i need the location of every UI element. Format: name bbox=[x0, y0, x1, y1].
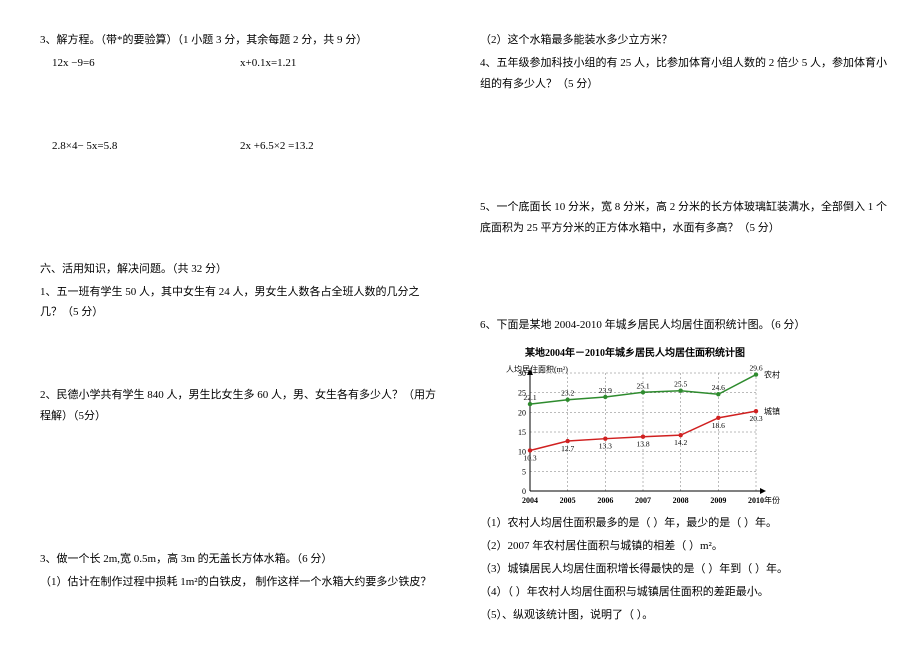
svg-text:15: 15 bbox=[518, 428, 526, 437]
q3-sub1: （1）估计在制作过程中损耗 1m²的白铁皮， 制作这样一个水箱大约要多少铁皮？ bbox=[40, 572, 440, 593]
svg-text:23.2: 23.2 bbox=[561, 389, 574, 398]
eq-2a: 2.8×4− 5x=5.8 bbox=[40, 136, 240, 157]
equation-row-2: 2.8×4− 5x=5.8 2x +6.5×2 =13.2 bbox=[40, 136, 440, 159]
line-chart: 0510152025302004200520062007200820092010… bbox=[500, 363, 790, 513]
svg-text:城镇: 城镇 bbox=[764, 406, 780, 416]
eq-1a: 12x −9=6 bbox=[40, 53, 240, 74]
q1: 1、五一班有学生 50 人，其中女生有 24 人，男女生人数各占全班人数的几分之… bbox=[40, 282, 440, 324]
svg-text:2005: 2005 bbox=[560, 496, 576, 505]
section-6-heading: 六、活用知识，解决问题。（共 32 分） bbox=[40, 259, 440, 280]
svg-text:23.9: 23.9 bbox=[599, 386, 612, 395]
q6-1: （1）农村人均居住面积最多的是（ ）年，最少的是（ ）年。 bbox=[480, 513, 890, 534]
svg-text:2009: 2009 bbox=[710, 496, 726, 505]
svg-text:2008: 2008 bbox=[673, 496, 689, 505]
eq-2b: 2x +6.5×2 =13.2 bbox=[240, 136, 314, 157]
right-column: （2）这个水箱最多能装水多少立方米？ 4、五年级参加科技小组的有 25 人，比参… bbox=[470, 30, 900, 631]
svg-text:13.3: 13.3 bbox=[599, 442, 612, 451]
svg-text:2010: 2010 bbox=[748, 496, 764, 505]
svg-text:13.8: 13.8 bbox=[636, 440, 649, 449]
svg-text:10.3: 10.3 bbox=[523, 454, 536, 463]
svg-text:2004: 2004 bbox=[522, 496, 538, 505]
q5: 5、一个底面长 10 分米，宽 8 分米，高 2 分米的长方体玻璃缸装满水，全部… bbox=[480, 197, 890, 239]
left-column: 3、解方程。（带*的要验算）（1 小题 3 分，其余每题 2 分，共 9 分） … bbox=[40, 30, 470, 631]
eq-1b: x+0.1x=1.21 bbox=[240, 53, 296, 74]
chart-title: 某地2004年－2010年城乡居民人均居住面积统计图 bbox=[500, 344, 770, 359]
svg-text:12.7: 12.7 bbox=[561, 444, 574, 453]
q6-2: （2）2007 年农村居住面积与城镇的相差（ ）m²。 bbox=[480, 536, 890, 557]
svg-text:25.1: 25.1 bbox=[636, 382, 649, 391]
equation-row-1: 12x −9=6 x+0.1x=1.21 bbox=[40, 53, 440, 76]
svg-text:22.1: 22.1 bbox=[523, 393, 536, 402]
q4: 4、五年级参加科技小组的有 25 人，比参加体育小组人数的 2 倍少 5 人，参… bbox=[480, 53, 890, 95]
svg-text:0: 0 bbox=[522, 487, 526, 496]
q6-3: （3）城镇居民人均居住面积增长得最快的是（ ）年到（ ）年。 bbox=[480, 559, 890, 580]
svg-text:24.6: 24.6 bbox=[712, 384, 725, 393]
chart-container: 某地2004年－2010年城乡居民人均居住面积统计图 0510152025302… bbox=[480, 338, 890, 513]
svg-text:20.3: 20.3 bbox=[749, 414, 762, 423]
svg-text:5: 5 bbox=[522, 468, 526, 477]
q3-sub2: （2）这个水箱最多能装水多少立方米？ bbox=[480, 30, 890, 51]
svg-text:14.2: 14.2 bbox=[674, 438, 687, 447]
svg-text:25.5: 25.5 bbox=[674, 380, 687, 389]
q6-4: （4）（ ）年农村人均居住面积与城镇居住面积的差距最小。 bbox=[480, 582, 890, 603]
q2: 2、民德小学共有学生 840 人，男生比女生多 60 人，男、女生各有多少人？（… bbox=[40, 385, 440, 427]
svg-text:20: 20 bbox=[518, 409, 526, 418]
svg-text:29.6: 29.6 bbox=[749, 364, 762, 373]
svg-text:18.6: 18.6 bbox=[712, 421, 725, 430]
svg-text:人均居住面积(m²): 人均居住面积(m²) bbox=[506, 364, 568, 374]
q6-heading: 6、下面是某地 2004-2010 年城乡居民人均居住面积统计图。（6 分） bbox=[480, 315, 890, 336]
q3-box: 3、做一个长 2m,宽 0.5m，高 3m 的无盖长方体水箱。（6 分） bbox=[40, 549, 440, 570]
svg-text:2006: 2006 bbox=[597, 496, 613, 505]
svg-text:农村: 农村 bbox=[764, 370, 780, 380]
svg-text:2007: 2007 bbox=[635, 496, 651, 505]
q3-heading: 3、解方程。（带*的要验算）（1 小题 3 分，其余每题 2 分，共 9 分） bbox=[40, 30, 440, 51]
q6-5: （5）、纵观该统计图，说明了（ ）。 bbox=[480, 605, 890, 626]
svg-text:年份: 年份 bbox=[764, 495, 780, 505]
